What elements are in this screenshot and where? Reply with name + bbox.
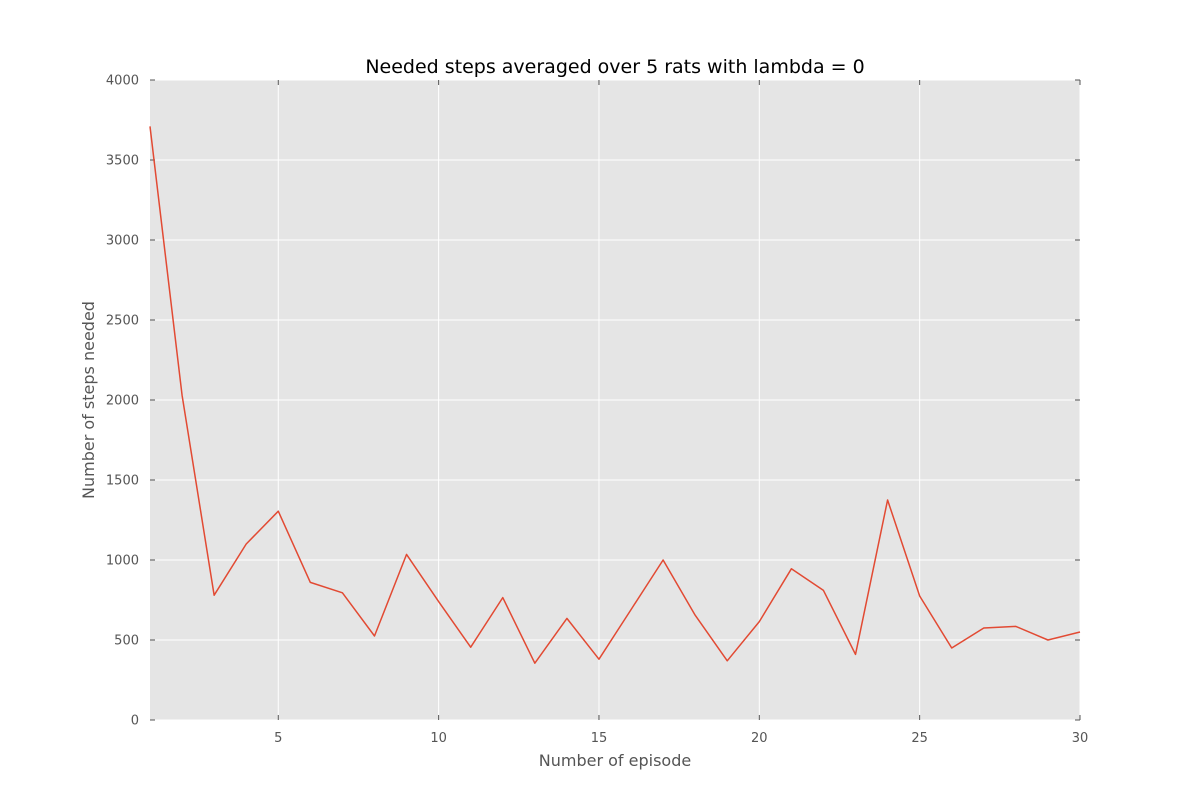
x-tick-label: 20	[751, 731, 768, 746]
y-tick-label: 3000	[106, 234, 139, 249]
x-tick-label: 10	[430, 731, 447, 746]
x-tick-label: 25	[911, 731, 928, 746]
x-tick-label: 5	[274, 731, 282, 746]
chart-title: Needed steps averaged over 5 rats with l…	[365, 56, 864, 78]
series-layer	[149, 126, 1081, 664]
x-axis-label: Number of episode	[539, 751, 691, 770]
tick-labels: 0 500 1000 1500 2000 2500 3000 3500 4000 5 10 15 20 2…	[106, 74, 1088, 747]
axis-ticks	[150, 79, 1081, 721]
y-tick-label: 500	[114, 634, 139, 649]
y-tick-label: 2500	[106, 314, 139, 329]
y-tick-label: 2000	[106, 394, 139, 409]
y-tick-label: 1500	[106, 474, 139, 489]
series-line	[149, 126, 1081, 664]
y-axis-label: Number of steps needed	[79, 301, 98, 499]
y-tick-label: 3500	[106, 154, 139, 169]
x-tick-label: 15	[591, 731, 608, 746]
y-tick-label: 0	[131, 714, 139, 729]
y-tick-label: 4000	[106, 74, 139, 89]
x-tick-label: 30	[1072, 731, 1089, 746]
y-tick-label: 1000	[106, 554, 139, 569]
